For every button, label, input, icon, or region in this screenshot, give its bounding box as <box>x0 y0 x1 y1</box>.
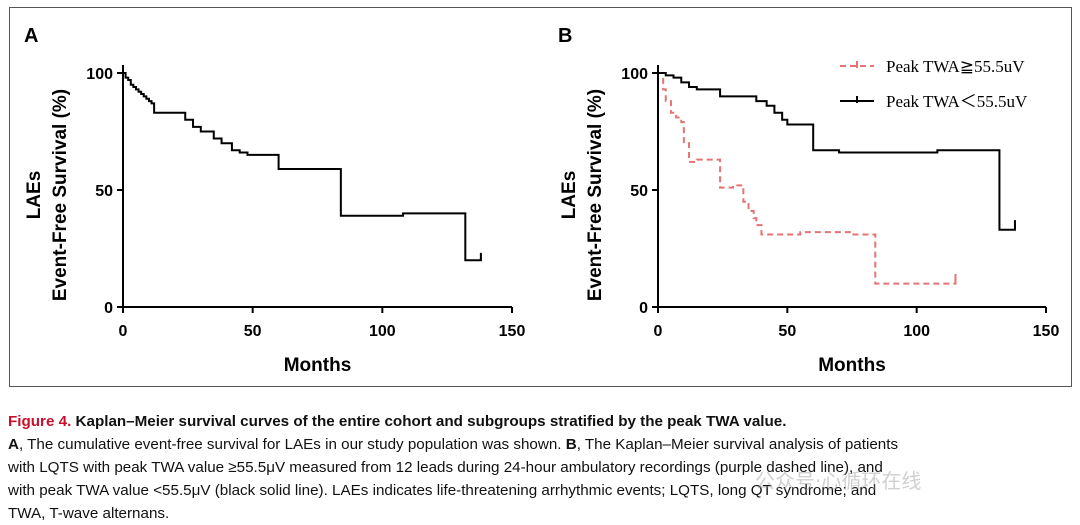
y-axis-label-line1: LAEs <box>24 171 45 220</box>
figure-panel-frame <box>9 7 1072 387</box>
x-tick-label: 100 <box>369 323 396 340</box>
caption-panel-a-ref: A <box>8 436 19 453</box>
panel-label: A <box>24 25 38 47</box>
chart-panel-b: B 0 50 100 0 50 100 150 Months LAEs Event-Free Sur… <box>558 25 1059 376</box>
y-tick-label: 100 <box>86 66 113 83</box>
y-tick-label: 0 <box>104 300 113 317</box>
y-axis-label-line2: Event-Free Survival (%) <box>585 89 606 301</box>
legend-label-1: Peak TWA≧55.5uV <box>886 57 1025 76</box>
figure-label: Figure 4. <box>8 413 72 430</box>
chart-panel-a: A 0 50 100 0 50 100 150 Months LAEs Event-Free Sur… <box>24 25 525 376</box>
x-tick-label: 150 <box>1033 323 1060 340</box>
y-axis-label-line1: LAEs <box>559 171 580 220</box>
caption-line-4: TWA, T-wave alternans. <box>8 505 170 522</box>
y-tick-label: 50 <box>95 183 113 200</box>
caption-line-3: with peak TWA value <55.5μV (black solid… <box>8 482 877 499</box>
x-tick-label: 100 <box>903 323 930 340</box>
x-axis-label: Months <box>284 355 352 376</box>
caption-line-2: with LQTS with peak TWA value ≥55.5μV me… <box>8 459 883 476</box>
x-tick-label: 150 <box>499 323 526 340</box>
figure-title: Kaplan–Meier survival curves of the enti… <box>75 413 787 430</box>
caption-line-1: A, The cumulative event-free survival fo… <box>8 433 1074 456</box>
survival-curve-series-1 <box>123 72 482 262</box>
legend-label-2: Peak TWA＜55.5uV <box>886 92 1028 111</box>
x-tick-label: 0 <box>119 323 128 340</box>
panel-label: B <box>558 25 572 47</box>
y-tick-label: 50 <box>630 183 648 200</box>
x-axis-label: Months <box>818 355 886 376</box>
x-tick-label: 50 <box>244 323 262 340</box>
caption-line-1-text: , The cumulative event-free survival for… <box>18 436 566 453</box>
y-axis-label-line2: Event-Free Survival (%) <box>50 89 71 301</box>
caption-line-1-text-b: , The Kaplan–Meier survival analysis of … <box>576 436 899 453</box>
caption-panel-b-ref: B <box>565 436 577 453</box>
x-tick-label: 50 <box>778 323 796 340</box>
caption-title-line: Figure 4. Kaplan–Meier survival curves o… <box>8 410 1074 433</box>
survival-curve-series-2 <box>658 72 1016 231</box>
figure-caption: Figure 4. Kaplan–Meier survival curves o… <box>8 410 1074 525</box>
y-tick-label: 0 <box>639 300 648 317</box>
x-tick-label: 0 <box>654 323 663 340</box>
y-tick-label: 100 <box>621 66 648 83</box>
